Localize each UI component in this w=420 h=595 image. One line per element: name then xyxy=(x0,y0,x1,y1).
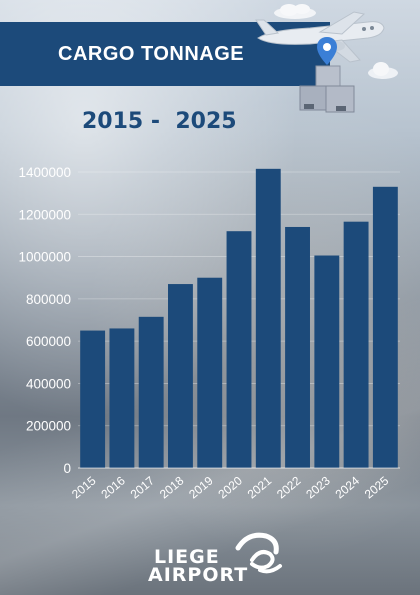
x-tick-label: 2021 xyxy=(245,473,275,501)
logo-swirl-icon xyxy=(235,532,282,574)
bar-2017 xyxy=(138,316,164,468)
logo-text-liege: LIEGE xyxy=(154,546,220,568)
location-pin-icon xyxy=(317,37,337,65)
x-tick-label: 2025 xyxy=(362,473,392,501)
liege-airport-logo: LIEGE AIRPORT xyxy=(148,530,288,590)
bar-2016 xyxy=(109,328,135,468)
year-range: 2015 - 2025 xyxy=(82,109,237,134)
cargo-boxes-icon xyxy=(299,65,355,113)
bar-2018 xyxy=(168,284,193,468)
bar-2022 xyxy=(285,226,310,468)
cloud-icon xyxy=(274,4,316,19)
bar-2021 xyxy=(255,168,281,469)
x-tick-label: 2020 xyxy=(215,473,245,501)
x-tick-label: 2024 xyxy=(333,473,363,501)
y-tick-label: 1000000 xyxy=(18,250,71,265)
y-tick-label: 800000 xyxy=(26,292,71,307)
x-tick-label: 2022 xyxy=(274,473,304,501)
x-tick-label: 2023 xyxy=(303,473,333,501)
bar-2015 xyxy=(80,330,106,468)
y-tick-label: 0 xyxy=(63,461,71,476)
x-tick-label: 2015 xyxy=(69,473,99,501)
bar-2023 xyxy=(314,255,340,468)
x-tick-label: 2018 xyxy=(157,473,187,501)
cloud-icon xyxy=(368,62,398,79)
y-tick-label: 1200000 xyxy=(18,207,71,222)
y-tick-label: 400000 xyxy=(26,376,71,391)
y-tick-label: 200000 xyxy=(26,419,71,434)
x-tick-label: 2019 xyxy=(186,473,216,501)
bar-2020 xyxy=(226,231,252,468)
y-tick-label: 1400000 xyxy=(18,165,71,180)
bar-2025 xyxy=(372,186,398,469)
page-title: CARGO TONNAGE xyxy=(58,43,245,65)
logo-text-airport: AIRPORT xyxy=(148,564,249,586)
x-tick-label: 2017 xyxy=(128,473,158,501)
x-tick-label: 2016 xyxy=(98,473,128,501)
bar-2024 xyxy=(343,221,369,468)
y-tick-label: 600000 xyxy=(26,334,71,349)
bar-2019 xyxy=(197,277,223,468)
